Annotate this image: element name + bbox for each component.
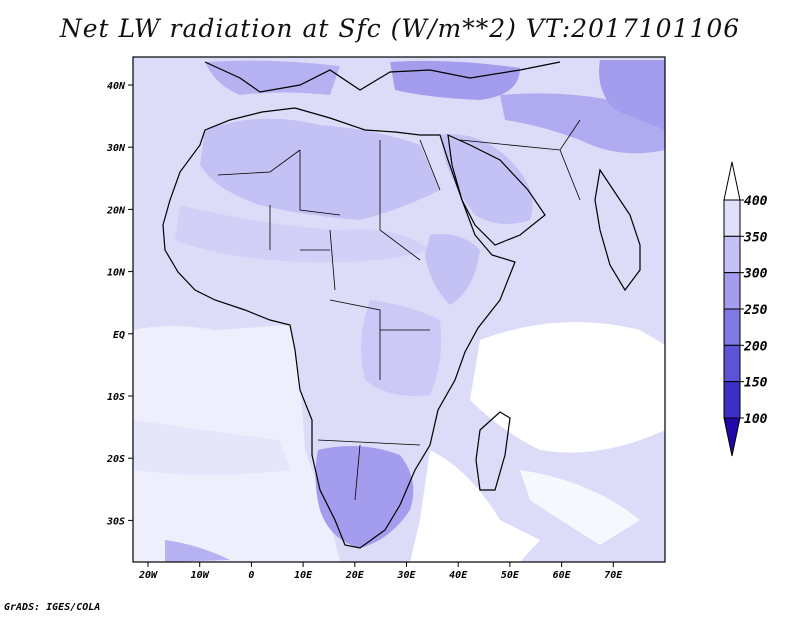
lat-axis: 40N 30N 20N 10N EQ 10S 20S 30S: [106, 81, 133, 527]
colorbar: 400 350 300 250 200 150 100: [723, 161, 768, 457]
lon-label: 20E: [345, 570, 365, 581]
ocean-white-region: [410, 450, 540, 562]
lon-label: 20W: [138, 570, 158, 581]
arabia-coastline: [447, 134, 546, 246]
colorbar-label: 200: [743, 339, 768, 354]
east-africa-region: [361, 300, 442, 396]
borders: [217, 119, 581, 501]
lat-label: 30N: [106, 143, 126, 154]
africa-coastline: [162, 107, 516, 549]
lon-label: 10E: [294, 570, 313, 581]
arabia-region: [440, 134, 533, 224]
lat-label: 30S: [106, 516, 125, 527]
colorbar-swatch: [723, 308, 741, 346]
ocean-white-region: [520, 470, 640, 545]
colorbar-swatch: [723, 272, 741, 310]
lat-label: 20N: [106, 205, 126, 216]
lon-label: 50E: [501, 570, 520, 581]
ethiopia-region: [425, 234, 480, 305]
colorbar-label: 100: [744, 412, 768, 427]
colorbar-label: 350: [743, 230, 768, 245]
grads-credit: GrADS: IGES/COLA: [4, 602, 101, 613]
colorbar-label: 150: [744, 376, 768, 391]
coastlines: [162, 61, 641, 549]
south-tip-region: [165, 540, 230, 562]
europe-coastline: [204, 61, 561, 93]
lat-label: 20S: [106, 454, 125, 465]
sahel-region: [175, 205, 430, 263]
madagascar-coastline: [475, 411, 511, 491]
colorbar-label: 300: [743, 267, 768, 282]
lon-axis: 20W 10W 0 10E 20E 30E 40E 50E 60E 70E: [138, 562, 623, 581]
europe-region: [205, 60, 340, 95]
lat-label: 40N: [107, 81, 126, 92]
chart-title: Net LW radiation at Sfc (W/m**2) VT:2017…: [59, 14, 741, 43]
colorbar-top-arrow: [723, 161, 741, 201]
himalaya-region: [599, 60, 665, 130]
lat-label: 10S: [107, 392, 125, 403]
colorbar-label: 400: [744, 194, 768, 209]
colorbar-label: 250: [743, 303, 768, 318]
lon-label: 70E: [604, 570, 623, 581]
lat-label: EQ: [113, 330, 125, 341]
colorbar-bottom-arrow: [723, 417, 741, 457]
lon-label: 60E: [553, 570, 572, 581]
lat-label: 10N: [107, 268, 126, 279]
lon-label: 10W: [191, 570, 210, 581]
colorbar-swatch: [723, 199, 741, 237]
ocean-pale-region: [133, 420, 290, 475]
lon-label: 0: [248, 570, 254, 581]
colorbar-swatch: [723, 344, 741, 383]
map-panel[interactable]: [133, 57, 665, 562]
india-coastline: [594, 168, 641, 292]
lon-label: 30E: [396, 570, 416, 581]
colorbar-swatch: [723, 381, 741, 419]
lon-label: 40E: [449, 570, 468, 581]
colorbar-swatch: [723, 235, 741, 274]
map-frame: [132, 56, 666, 563]
ocean-white-region: [470, 322, 665, 453]
